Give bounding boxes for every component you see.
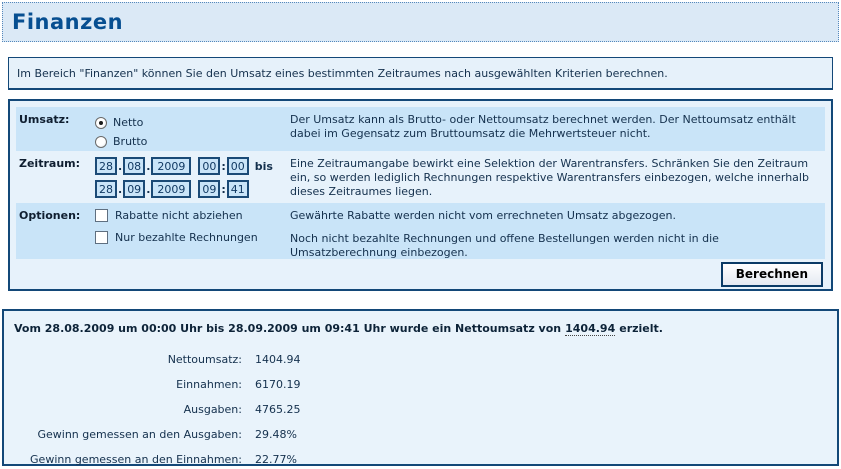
result-label: Gewinn gemessen an den Einnahmen: xyxy=(30,453,242,466)
page-title: Finanzen xyxy=(12,10,124,34)
result-label: Nettoumsatz: xyxy=(167,353,242,366)
result-value: 29.48% xyxy=(255,428,297,441)
checkbox-icon[interactable] xyxy=(95,231,108,244)
optionen-row: Optionen: Rabatte nicht abziehen Nur bez… xyxy=(16,203,825,259)
zeitraum-from-line: . . : bis xyxy=(95,157,290,175)
checkbox-rabatte-label: Rabatte nicht abziehen xyxy=(115,209,243,222)
submit-row: Berechnen xyxy=(16,259,825,289)
date-separator: . xyxy=(146,182,151,196)
rabatte-description: Gewährte Rabatte werden nicht vom errech… xyxy=(290,209,676,222)
zeitraum-row: Zeitraum: . . : bis . . xyxy=(16,151,825,203)
optionen-checkbox-column: Rabatte nicht abziehen Nur bezahlte Rech… xyxy=(95,209,290,244)
headline-value: 1404.94 xyxy=(565,322,616,336)
finance-criteria-form: Umsatz: Netto Brutto Der Umsatz kann als… xyxy=(8,99,833,291)
intro-text: Im Bereich "Finanzen" können Sie den Ums… xyxy=(17,66,668,80)
to-year-input[interactable] xyxy=(151,180,192,198)
to-month-input[interactable] xyxy=(123,180,146,198)
zeitraum-label: Zeitraum: xyxy=(19,157,81,170)
to-day-input[interactable] xyxy=(95,180,117,198)
checkbox-icon[interactable] xyxy=(95,209,108,222)
date-separator: . xyxy=(118,159,123,173)
umsatz-label: Umsatz: xyxy=(19,113,70,126)
radio-netto-label: Netto xyxy=(113,116,144,129)
radio-button-icon[interactable] xyxy=(95,116,107,129)
result-label: Ausgaben: xyxy=(183,403,242,416)
zeitraum-inputs: . . : bis . . : xyxy=(95,157,290,203)
table-row: Einnahmen: 6170.19 xyxy=(14,372,827,397)
from-minute-input[interactable] xyxy=(226,157,249,175)
headline-prefix: Vom 28.08.2009 um 00:00 Uhr bis 28.09.20… xyxy=(14,322,562,335)
radio-button-icon[interactable] xyxy=(95,135,107,148)
zeitraum-description: Eine Zeitraumangabe bewirkt eine Selekti… xyxy=(290,157,809,198)
headline-suffix: erzielt. xyxy=(619,322,663,335)
checkbox-bezahlte-label: Nur bezahlte Rechnungen xyxy=(115,231,258,244)
from-day-input[interactable] xyxy=(95,157,117,175)
result-label: Einnahmen: xyxy=(176,378,242,391)
radio-brutto-label: Brutto xyxy=(113,135,148,148)
berechnen-button[interactable]: Berechnen xyxy=(720,261,823,287)
page-header: Finanzen xyxy=(2,2,839,42)
bis-label: bis xyxy=(254,159,273,173)
radio-brutto[interactable]: Brutto xyxy=(95,132,290,151)
checkbox-bezahlte[interactable]: Nur bezahlte Rechnungen xyxy=(95,231,290,244)
results-box: Vom 28.08.2009 um 00:00 Uhr bis 28.09.20… xyxy=(2,309,839,466)
checkbox-rabatte[interactable]: Rabatte nicht abziehen xyxy=(95,209,290,222)
from-month-input[interactable] xyxy=(123,157,146,175)
to-hour-input[interactable] xyxy=(198,180,221,198)
table-row: Nettoumsatz: 1404.94 xyxy=(14,347,827,372)
result-value: 4765.25 xyxy=(255,403,301,416)
umsatz-description: Der Umsatz kann als Brutto- oder Nettoum… xyxy=(290,113,796,140)
date-separator: . xyxy=(118,182,123,196)
radio-netto[interactable]: Netto xyxy=(95,113,290,132)
result-value: 22.77% xyxy=(255,453,297,466)
date-separator: . xyxy=(146,159,151,173)
zeitraum-to-line: . . : xyxy=(95,180,290,198)
optionen-description-column: Gewährte Rabatte werden nicht vom errech… xyxy=(290,209,819,260)
result-value: 6170.19 xyxy=(255,378,301,391)
results-headline: Vom 28.08.2009 um 00:00 Uhr bis 28.09.20… xyxy=(14,322,827,336)
umsatz-row: Umsatz: Netto Brutto Der Umsatz kann als… xyxy=(16,107,825,151)
to-minute-input[interactable] xyxy=(226,180,249,198)
result-value: 1404.94 xyxy=(255,353,301,366)
time-separator: : xyxy=(221,159,226,173)
bezahlte-description: Noch nicht bezahlte Rechnungen und offen… xyxy=(290,232,719,259)
umsatz-radio-group: Netto Brutto xyxy=(95,113,290,151)
from-year-input[interactable] xyxy=(151,157,192,175)
result-label: Gewinn gemessen an den Ausgaben: xyxy=(37,428,242,441)
table-row: Gewinn gemessen an den Einnahmen: 22.77% xyxy=(14,447,827,469)
from-hour-input[interactable] xyxy=(198,157,221,175)
intro-info-box: Im Bereich "Finanzen" können Sie den Ums… xyxy=(8,57,833,90)
results-table: Nettoumsatz: 1404.94 Einnahmen: 6170.19 Au… xyxy=(14,347,827,469)
table-row: Gewinn gemessen an den Ausgaben: 29.48% xyxy=(14,422,827,447)
table-row: Ausgaben: 4765.25 xyxy=(14,397,827,422)
optionen-label: Optionen: xyxy=(19,209,81,222)
time-separator: : xyxy=(221,182,226,196)
